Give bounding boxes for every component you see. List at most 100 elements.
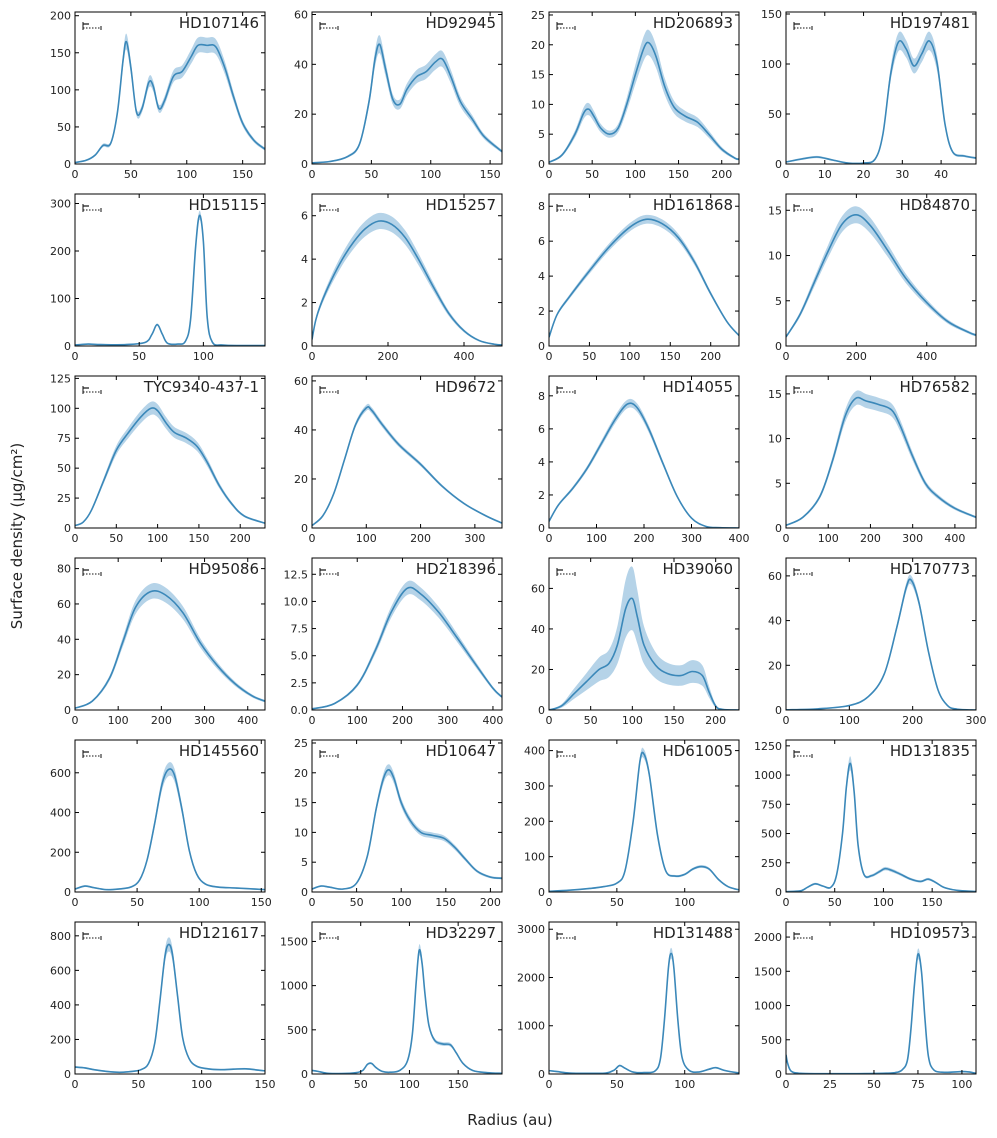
beam-scale-icon	[793, 22, 813, 30]
beam-scale-icon	[793, 204, 813, 212]
x-tick-label: 150	[232, 168, 253, 181]
x-tick-label: 200	[902, 714, 923, 727]
y-tick-label: 40	[768, 615, 782, 628]
y-tick-label: 20	[531, 39, 545, 52]
panel-title: HD109573	[890, 924, 970, 942]
x-tick-label: 300	[464, 532, 485, 545]
profile-line	[75, 943, 265, 1074]
axes-frame	[785, 193, 977, 347]
plot-area	[786, 756, 976, 892]
panel-title: TYC9340-437-1	[143, 378, 259, 396]
profile-line	[786, 39, 976, 164]
y-tick-label: 10	[294, 826, 308, 839]
panel-hd218396: HD218396 0 100 200 300 400 0.0 2.5 5.0 7.5 10.0 12.…	[284, 557, 503, 727]
x-tick-label: 50	[124, 168, 138, 181]
profile-line	[786, 953, 976, 1074]
y-tick-label: 800	[50, 930, 71, 943]
plot-area	[75, 762, 265, 891]
profile-line	[312, 406, 502, 527]
beam-scale-icon	[556, 568, 576, 576]
panel-hd15257: HD15257 0 200 400 0 2 4 6	[301, 193, 503, 363]
beam-scale-icon	[793, 932, 813, 940]
y-tick-label: 1250	[754, 740, 782, 753]
y-tick-label: 40	[294, 58, 308, 71]
y-tick-label: 40	[294, 424, 308, 437]
beam-scale-icon	[793, 568, 813, 576]
panel-title: HD61005	[662, 742, 733, 760]
x-tick-label: 0	[72, 168, 79, 181]
y-tick-label: 4	[301, 253, 308, 266]
x-tick-label: 100	[619, 350, 640, 363]
uncertainty-band	[75, 937, 265, 1073]
panel-hd121617: HD121617 0 50 100 150 0 200 400 600 800	[50, 921, 276, 1091]
axes-frame	[311, 557, 503, 711]
uncertainty-band	[786, 206, 976, 339]
panel-hd206893: HD206893 0 50 100 150 200 0 5 10 15 20 25	[531, 9, 740, 181]
beam-scale-icon	[319, 204, 339, 212]
y-tick-label: 50	[768, 108, 782, 121]
x-tick-label: 0	[546, 532, 553, 545]
y-tick-label: 0	[301, 1068, 308, 1081]
y-tick-label: 400	[50, 807, 71, 820]
y-tick-label: 60	[294, 8, 308, 21]
y-tick-label: 50	[57, 121, 71, 134]
x-tick-label: 150	[188, 532, 209, 545]
x-tick-label: 40	[934, 168, 948, 181]
panel-hd107146: HD107146 0 50 100 150 0 50 100 150 200	[50, 10, 266, 181]
x-tick-label: 100	[356, 532, 377, 545]
x-tick-label: 200	[151, 714, 172, 727]
beam-scale-icon	[82, 22, 102, 30]
x-tick-label: 200	[392, 714, 413, 727]
x-tick-label: 150	[480, 168, 501, 181]
y-tick-label: 50	[57, 462, 71, 475]
x-tick-label: 200	[230, 532, 251, 545]
x-tick-label: 400	[944, 532, 965, 545]
x-tick-label: 100	[674, 1078, 695, 1091]
y-tick-label: 500	[287, 1024, 308, 1037]
y-tick-label: 100	[50, 402, 71, 415]
y-tick-label: 0	[538, 340, 545, 353]
x-tick-label: 50	[364, 168, 378, 181]
axes-frame	[74, 557, 266, 711]
y-tick-label: 0	[775, 522, 782, 535]
x-tick-label: 300	[966, 714, 987, 727]
y-tick-label: 0	[775, 1068, 782, 1081]
y-tick-label: 60	[57, 598, 71, 611]
y-tick-label: 2000	[517, 971, 545, 984]
y-tick-label: 1000	[754, 1000, 782, 1013]
beam-scale-icon	[82, 204, 102, 212]
profile-line	[312, 586, 502, 710]
axes-frame	[311, 921, 503, 1075]
panel-hd92945: HD92945 0 50 100 150 0 20 40 60	[294, 8, 503, 181]
x-tick-label: 100	[176, 168, 197, 181]
y-tick-label: 7.5	[291, 623, 309, 636]
y-tick-label: 0	[64, 1068, 71, 1081]
x-axis-label: Radius (au)	[467, 1111, 552, 1129]
plot-area	[786, 390, 976, 527]
plot-area	[312, 212, 502, 346]
y-tick-label: 10	[768, 433, 782, 446]
y-tick-label: 3000	[517, 923, 545, 936]
y-tick-label: 500	[761, 1034, 782, 1047]
y-tick-label: 0	[775, 886, 782, 899]
x-tick-label: 100	[108, 714, 129, 727]
beam-scale-icon	[556, 932, 576, 940]
axes-frame	[785, 11, 977, 165]
x-tick-label: 400	[916, 350, 937, 363]
beam-scale-icon	[793, 386, 813, 394]
profile-line	[312, 43, 502, 164]
profile-line	[549, 952, 739, 1074]
uncertainty-band	[312, 212, 502, 346]
panel-hd170773: HD170773 0 100 200 300 0 20 40 60	[768, 557, 987, 727]
x-tick-label: 50	[584, 714, 598, 727]
x-tick-label: 0	[309, 1078, 316, 1091]
y-tick-label: 0	[64, 158, 71, 171]
beam-scale-icon	[556, 22, 576, 30]
y-tick-label: 100	[524, 851, 545, 864]
profile-line	[75, 407, 265, 527]
panel-tyc9340-437-1: TYC9340-437-1 0 50 100 150 200 0 25 50 75 100 125	[50, 372, 266, 545]
x-tick-label: 300	[902, 532, 923, 545]
x-tick-label: 0	[309, 532, 316, 545]
